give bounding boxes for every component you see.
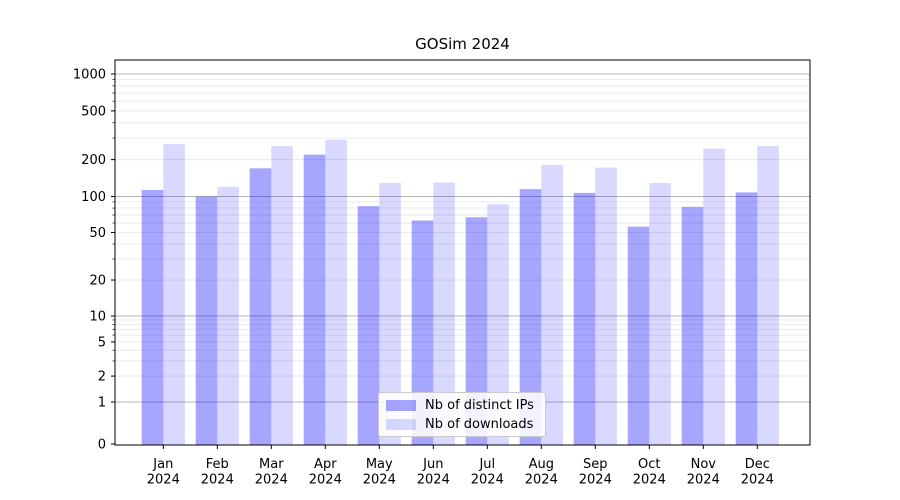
x-tick-year-dec: 2024 <box>741 473 774 488</box>
bar-downloads-aug <box>541 164 563 445</box>
legend-swatch-downloads <box>386 418 416 430</box>
bar-downloads-mar <box>271 146 293 445</box>
y-tick-label-10: 10 <box>89 310 106 325</box>
bar-distinct-ips-jan <box>141 190 164 445</box>
bar-distinct-ips-feb <box>195 196 218 445</box>
y-tick-label-50: 50 <box>89 226 106 241</box>
bar-distinct-ips-oct <box>627 226 650 445</box>
legend-item-distinct-ips: Nb of distinct IPs <box>386 398 538 413</box>
bar-downloads-sep <box>595 167 617 445</box>
bar-distinct-ips-jul <box>465 217 488 445</box>
bar-downloads-may <box>379 183 401 445</box>
x-tick-label-jun: Jun <box>422 457 443 472</box>
bars-downloads <box>163 139 779 446</box>
x-tick-label-nov: Nov <box>691 457 717 472</box>
bar-downloads-nov <box>703 148 725 445</box>
legend-item-downloads: Nb of downloads <box>386 417 538 432</box>
x-tick-label-jul: Jul <box>478 457 495 472</box>
bars-distinct-ips <box>141 154 758 446</box>
bar-downloads-oct <box>649 183 671 445</box>
x-tick-year-jul: 2024 <box>471 473 504 488</box>
x-tick-label-sep: Sep <box>583 457 608 472</box>
x-tick-label-apr: Apr <box>314 457 337 472</box>
bar-downloads-apr <box>325 139 347 445</box>
bar-downloads-jul <box>487 204 509 445</box>
bar-distinct-ips-aug <box>519 189 542 445</box>
x-axis-labels: Jan2024Feb2024Mar2024Apr2024May2024Jun20… <box>147 457 774 488</box>
y-tick-label-1: 1 <box>98 396 106 411</box>
x-tick-label-jan: Jan <box>152 457 173 472</box>
x-tick-year-aug: 2024 <box>525 473 558 488</box>
y-axis-minor-ticks <box>112 79 115 377</box>
legend: Nb of distinct IPs Nb of downloads <box>378 392 546 437</box>
x-tick-year-may: 2024 <box>363 473 396 488</box>
y-tick-label-5: 5 <box>98 335 106 350</box>
chart-title: GOSim 2024 <box>415 35 510 53</box>
bar-distinct-ips-apr <box>303 154 326 445</box>
x-tick-year-oct: 2024 <box>633 473 666 488</box>
x-tick-label-oct: Oct <box>638 457 660 472</box>
bar-distinct-ips-mar <box>249 168 272 446</box>
x-tick-year-jun: 2024 <box>417 473 450 488</box>
x-tick-label-aug: Aug <box>529 457 554 472</box>
legend-label-downloads: Nb of downloads <box>425 416 534 432</box>
y-tick-label-20: 20 <box>89 274 106 289</box>
y-tick-label-2: 2 <box>98 370 106 385</box>
y-tick-label-500: 500 <box>81 104 106 119</box>
bar-distinct-ips-jun <box>411 220 434 445</box>
y-tick-label-1000: 1000 <box>73 68 106 83</box>
x-tick-label-mar: Mar <box>259 457 284 472</box>
y-tick-label-0: 0 <box>98 438 106 453</box>
bar-downloads-jan <box>163 144 185 445</box>
bar-distinct-ips-sep <box>573 192 596 445</box>
x-tick-year-jan: 2024 <box>147 473 180 488</box>
x-tick-label-feb: Feb <box>206 457 229 472</box>
bar-distinct-ips-nov <box>681 206 704 445</box>
y-axis-labels: 0 1 2 5 10 20 50 100 200 500 1000 <box>73 68 106 453</box>
x-tick-year-feb: 2024 <box>201 473 234 488</box>
x-tick-year-nov: 2024 <box>687 473 720 488</box>
x-tick-label-dec: Dec <box>745 457 770 472</box>
x-tick-year-mar: 2024 <box>255 473 288 488</box>
y-tick-label-100: 100 <box>81 190 106 205</box>
legend-swatch-distinct-ips <box>386 399 416 411</box>
x-tick-year-sep: 2024 <box>579 473 612 488</box>
bar-downloads-dec <box>757 146 779 445</box>
bar-distinct-ips-dec <box>735 192 758 445</box>
x-tick-year-apr: 2024 <box>309 473 342 488</box>
gridlines-minor <box>115 79 810 377</box>
bar-downloads-jun <box>433 182 455 445</box>
bar-distinct-ips-may <box>357 206 380 445</box>
x-axis-ticks <box>162 445 758 449</box>
plot-border <box>114 59 811 446</box>
legend-label-distinct-ips: Nb of distinct IPs <box>425 397 534 413</box>
y-tick-label-200: 200 <box>81 153 106 168</box>
bar-downloads-feb <box>217 186 239 446</box>
x-tick-label-may: May <box>366 457 393 472</box>
